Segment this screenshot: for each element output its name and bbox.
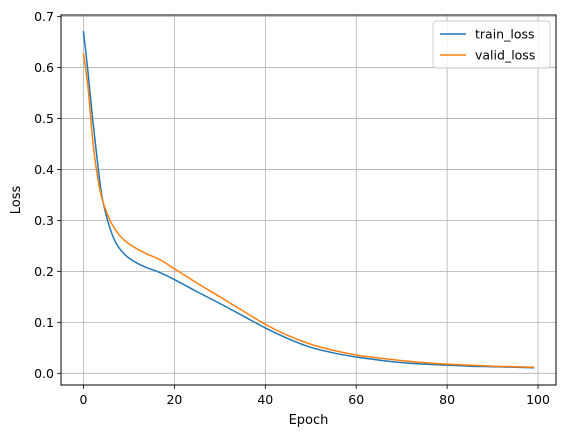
plot-frame bbox=[60, 14, 557, 386]
y-tick-label: 0.7 bbox=[34, 9, 54, 24]
legend-label-train-loss: train_loss bbox=[475, 27, 535, 42]
series-lines bbox=[82, 30, 535, 369]
axis-ticks: 0 20 40 60 80 100 0.0 0.1 0.2 0.3 0.4 0.5 0.6 0.7 bbox=[34, 9, 550, 407]
x-tick-label: 100 bbox=[526, 392, 550, 407]
x-tick-label: 20 bbox=[166, 392, 182, 407]
y-tick-label: 0.0 bbox=[34, 366, 54, 381]
y-tick-label: 0.1 bbox=[34, 315, 54, 330]
y-axis-label: Loss bbox=[9, 186, 24, 215]
series-line-train-loss bbox=[82, 30, 535, 369]
grid bbox=[61, 15, 556, 385]
x-tick-label: 60 bbox=[348, 392, 364, 407]
x-axis-label: Epoch bbox=[289, 413, 329, 428]
y-tick-label: 0.5 bbox=[34, 111, 54, 126]
x-tick-label: 80 bbox=[439, 392, 455, 407]
legend-label-valid-loss: valid_loss bbox=[475, 48, 535, 63]
y-tick-label: 0.2 bbox=[34, 264, 54, 279]
x-tick-label: 0 bbox=[80, 392, 88, 407]
series-line-valid-loss bbox=[82, 52, 535, 368]
legend: train_loss valid_loss bbox=[432, 20, 551, 69]
x-tick-label: 40 bbox=[257, 392, 273, 407]
y-tick-label: 0.4 bbox=[34, 162, 54, 177]
legend-box bbox=[432, 20, 551, 69]
y-tick-label: 0.6 bbox=[34, 60, 54, 75]
y-tick-label: 0.3 bbox=[34, 213, 54, 228]
